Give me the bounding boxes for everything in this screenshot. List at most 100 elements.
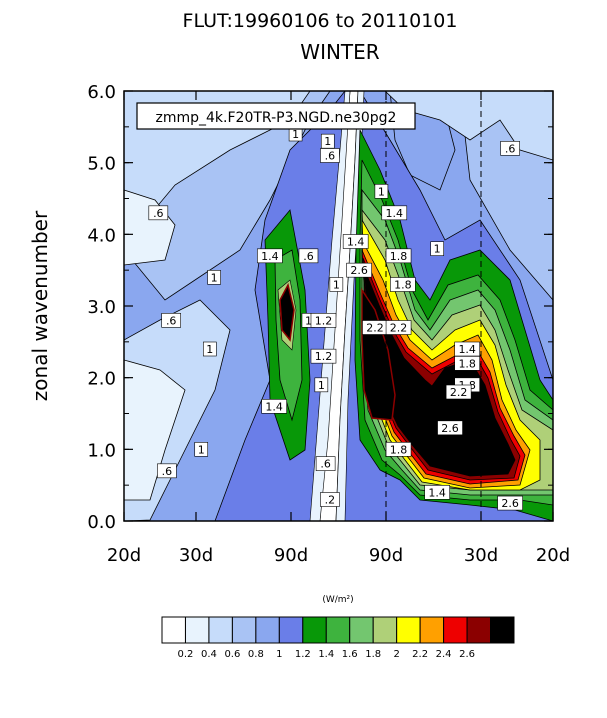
svg-text:1.8: 1.8 xyxy=(458,357,476,370)
y-tick-label: 1.0 xyxy=(87,440,116,461)
contour-label: .2 xyxy=(320,492,340,507)
colorbar-swatch xyxy=(443,616,468,644)
svg-text:1: 1 xyxy=(211,271,218,284)
contour-label: 1 xyxy=(207,270,221,285)
region-0.2-0.4-left xyxy=(124,189,176,266)
svg-text:.6: .6 xyxy=(505,142,516,155)
contour-label: .6 xyxy=(161,313,181,328)
region-0.2-0.4-left-low xyxy=(124,359,186,501)
colorbar-label: 2.4 xyxy=(436,649,452,660)
svg-text:1: 1 xyxy=(198,443,205,456)
svg-text:.6: .6 xyxy=(325,150,336,163)
svg-text:.2: .2 xyxy=(325,494,336,507)
colorbar-swatch xyxy=(396,616,421,644)
contour-label: 1.4 xyxy=(261,399,287,414)
svg-text:1: 1 xyxy=(333,279,340,292)
svg-text:1.2: 1.2 xyxy=(315,350,333,363)
axes: 0.0 1.0 2.0 3.0 4.0 5.0 6.0 20d 30d 90d 90d 30d 20d xyxy=(87,82,570,566)
colorbar-swatch xyxy=(255,616,280,644)
contour-label: .6 xyxy=(298,248,319,264)
annotation-box: zmmp_4k.F20TR-P3.NGD.ne30pg2 xyxy=(136,102,416,130)
region-0.2-0.4-ridge-r xyxy=(335,91,365,521)
region-0.4-0.6-right xyxy=(384,91,553,161)
colorbar-label: 0.4 xyxy=(201,649,217,660)
svg-text:.6: .6 xyxy=(320,458,331,471)
svg-text:2.2: 2.2 xyxy=(450,386,468,399)
colorbar: 0.2 0.4 0.6 0.8 1 1.2 1.4 1.6 1.8 2 2.2 2.4 2.6 xyxy=(161,616,515,660)
svg-text:1: 1 xyxy=(324,135,331,148)
svg-text:1.8: 1.8 xyxy=(394,279,412,292)
contour-label: 2.6 xyxy=(497,495,523,511)
svg-text:2.6: 2.6 xyxy=(501,497,519,510)
colorbar-label: 0.6 xyxy=(224,649,240,660)
colorbar-swatch xyxy=(490,616,515,644)
colorbar-label: 1 xyxy=(276,649,282,660)
x-tick-label: 30d xyxy=(464,545,498,566)
svg-text:1.8: 1.8 xyxy=(390,250,408,263)
contour-label: .6 xyxy=(148,205,169,221)
x-tick-label: 20d xyxy=(536,545,570,566)
svg-text:.6: .6 xyxy=(166,314,177,327)
y-tick-label: 0.0 xyxy=(87,512,116,533)
contour-label: 2.2 xyxy=(362,320,388,335)
chart-subtitle: WINTER xyxy=(300,40,379,64)
contour-label: 1 xyxy=(329,277,344,292)
x-tick-label: 90d xyxy=(274,545,308,566)
contour-label: 1 xyxy=(203,341,217,357)
x-tick-label: 90d xyxy=(369,545,403,566)
contour-label: 1.4 xyxy=(424,485,450,500)
contour-label: 1.8 xyxy=(385,248,412,264)
svg-text:1: 1 xyxy=(378,185,385,198)
contour-label: 1.4 xyxy=(257,248,283,264)
contour-label: 2.6 xyxy=(437,420,463,436)
y-tick-label: 4.0 xyxy=(87,225,116,246)
svg-text:1.4: 1.4 xyxy=(386,207,404,220)
svg-text:2.6: 2.6 xyxy=(350,264,368,277)
colorbar-swatch xyxy=(278,616,304,644)
contour-label: 1.2 xyxy=(310,348,337,364)
region-2.6-left xyxy=(279,282,295,342)
contour-label: 1 xyxy=(374,184,389,199)
x-tick-label: 20d xyxy=(107,545,141,566)
svg-text:1.4: 1.4 xyxy=(261,250,279,263)
contour-label: 1 xyxy=(320,133,335,149)
y-tick-label: 2.0 xyxy=(87,369,116,390)
region-black-main xyxy=(363,267,516,477)
y-tick-label: 6.0 xyxy=(87,82,116,103)
colorbar-swatch xyxy=(466,616,492,644)
colorbar-swatch xyxy=(184,616,210,644)
contour-label: 1 xyxy=(288,126,303,142)
contour-label: 1.8 xyxy=(454,356,481,371)
colorbar-swatch xyxy=(419,616,445,644)
annotation-text: zmmp_4k.F20TR-P3.NGD.ne30pg2 xyxy=(156,110,397,126)
contour-label: .6 xyxy=(500,141,520,156)
x-tick-label: 30d xyxy=(179,545,213,566)
colorbar-label: 0.2 xyxy=(178,649,194,660)
svg-text:2.2: 2.2 xyxy=(366,322,384,335)
contour-labels: .61.611.61.41.4.61 1.211.21.6.21.611.42.6… xyxy=(148,126,523,511)
colorbar-label: 1.4 xyxy=(318,649,334,660)
contour-label: 1 xyxy=(194,442,209,457)
contour-label: 1.8 xyxy=(390,277,416,292)
contour-label: 1.4 xyxy=(342,234,369,249)
svg-text:1: 1 xyxy=(305,314,312,327)
svg-text:1.4: 1.4 xyxy=(347,236,365,249)
y-tick-label: 3.0 xyxy=(87,297,116,318)
svg-text:1: 1 xyxy=(292,128,299,141)
contour-label: .6 xyxy=(157,463,177,479)
svg-text:1.4: 1.4 xyxy=(265,400,283,413)
region-0.2-0.4-ridge xyxy=(309,91,351,521)
colorbar-swatch xyxy=(161,616,186,644)
colorbar-label: 1.8 xyxy=(365,649,381,660)
chart-title: FLUT:19960106 to 20110101 xyxy=(183,10,458,32)
colorbar-label: 2.6 xyxy=(459,649,475,660)
colorbar-swatch xyxy=(208,616,233,644)
contour-label: 1.8 xyxy=(385,442,412,457)
svg-text:1.4: 1.4 xyxy=(458,343,476,356)
contour-label: .6 xyxy=(320,148,340,163)
contour-label: 1.4 xyxy=(381,205,408,221)
svg-text:1: 1 xyxy=(434,243,441,256)
y-tick-label: 5.0 xyxy=(87,154,116,175)
colorbar-label: 2 xyxy=(393,649,399,660)
svg-text:1.8: 1.8 xyxy=(390,443,408,456)
